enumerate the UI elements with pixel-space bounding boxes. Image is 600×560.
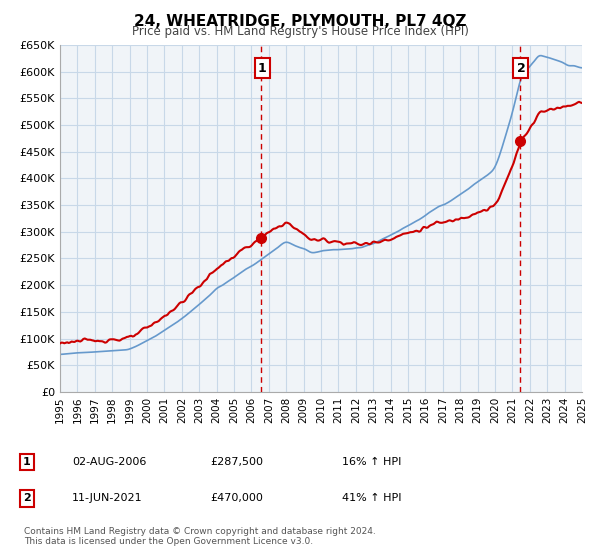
- Text: Contains HM Land Registry data © Crown copyright and database right 2024.
This d: Contains HM Land Registry data © Crown c…: [24, 526, 376, 546]
- Text: 41% ↑ HPI: 41% ↑ HPI: [342, 493, 401, 503]
- Text: £287,500: £287,500: [210, 457, 263, 467]
- Text: 1: 1: [258, 62, 267, 74]
- Text: 24, WHEATRIDGE, PLYMOUTH, PL7 4QZ: 24, WHEATRIDGE, PLYMOUTH, PL7 4QZ: [134, 14, 466, 29]
- Text: 11-JUN-2021: 11-JUN-2021: [72, 493, 143, 503]
- Text: 2: 2: [23, 493, 31, 503]
- Text: 02-AUG-2006: 02-AUG-2006: [72, 457, 146, 467]
- Text: 16% ↑ HPI: 16% ↑ HPI: [342, 457, 401, 467]
- Text: £470,000: £470,000: [210, 493, 263, 503]
- Text: 2: 2: [517, 62, 526, 74]
- Text: Price paid vs. HM Land Registry's House Price Index (HPI): Price paid vs. HM Land Registry's House …: [131, 25, 469, 38]
- Text: 1: 1: [23, 457, 31, 467]
